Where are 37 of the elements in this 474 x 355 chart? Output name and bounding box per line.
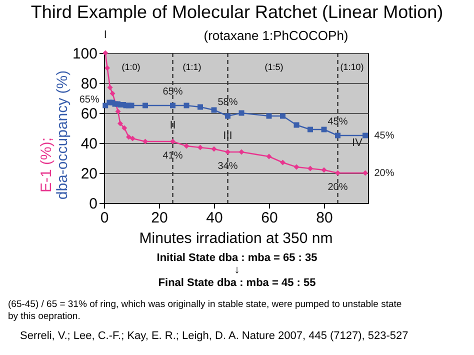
text: Final State dba : mba = 45 : 55 <box>158 277 316 289</box>
y-tick-label: 80 <box>80 76 98 92</box>
annotation: (1:10) <box>340 62 364 72</box>
text: ↓ <box>234 264 240 276</box>
x-tick-label: 80 <box>316 210 333 226</box>
annotation: 45% <box>374 130 394 142</box>
annotation: III <box>223 130 232 142</box>
y-tick-label: 40 <box>80 136 98 152</box>
annotation: 20% <box>374 168 394 179</box>
y-tick-label: 60 <box>80 106 98 122</box>
x-tick-label: 60 <box>261 210 278 226</box>
y-tick-label: 20 <box>80 166 98 182</box>
annotation: 41% <box>162 150 183 162</box>
annotation: 65% <box>79 94 100 106</box>
annotation: 45% <box>328 116 348 128</box>
text: Initial State dba : mba = 65 : 35 <box>156 252 318 264</box>
annotation: (1:5) <box>264 62 284 72</box>
text: E-1 (%); <box>38 137 55 193</box>
annotation: (1:0) <box>122 62 140 72</box>
y-tick-label: 100 <box>72 46 98 62</box>
x-tick-label: 0 <box>100 210 109 226</box>
annotation: 58% <box>218 97 238 108</box>
text: dba-occupancy (%) <box>54 70 71 200</box>
annotation: 65% <box>162 86 183 98</box>
x-tick-label: 40 <box>206 210 223 226</box>
annotation: 34% <box>218 161 238 172</box>
annotation: II <box>170 120 176 132</box>
x-axis-title: Minutes irradiation at 350 nm <box>139 230 333 247</box>
annotation: I <box>104 29 107 41</box>
annotation: (1:1) <box>182 62 202 72</box>
annotation: 20% <box>328 182 348 193</box>
text: Serreli, V.; Lee, C.-F.; Kay, E. R.; Leigh, D. A. Nature 2007, 445 (7127), 523-527 <box>20 330 408 342</box>
y-tick-label: 0 <box>89 196 98 212</box>
text: (65-45) / 65 = 31% of ring, which was originally in stable state, were pumped to unstable state by this oepration. <box>8 299 402 322</box>
x-tick-label: 20 <box>151 210 168 226</box>
chart-title: Third Example of Molecular Ratchet (Linear Motion) <box>30 2 444 22</box>
chart-subtitle: (rotaxane 1:PhCOCOPh) <box>204 28 348 43</box>
